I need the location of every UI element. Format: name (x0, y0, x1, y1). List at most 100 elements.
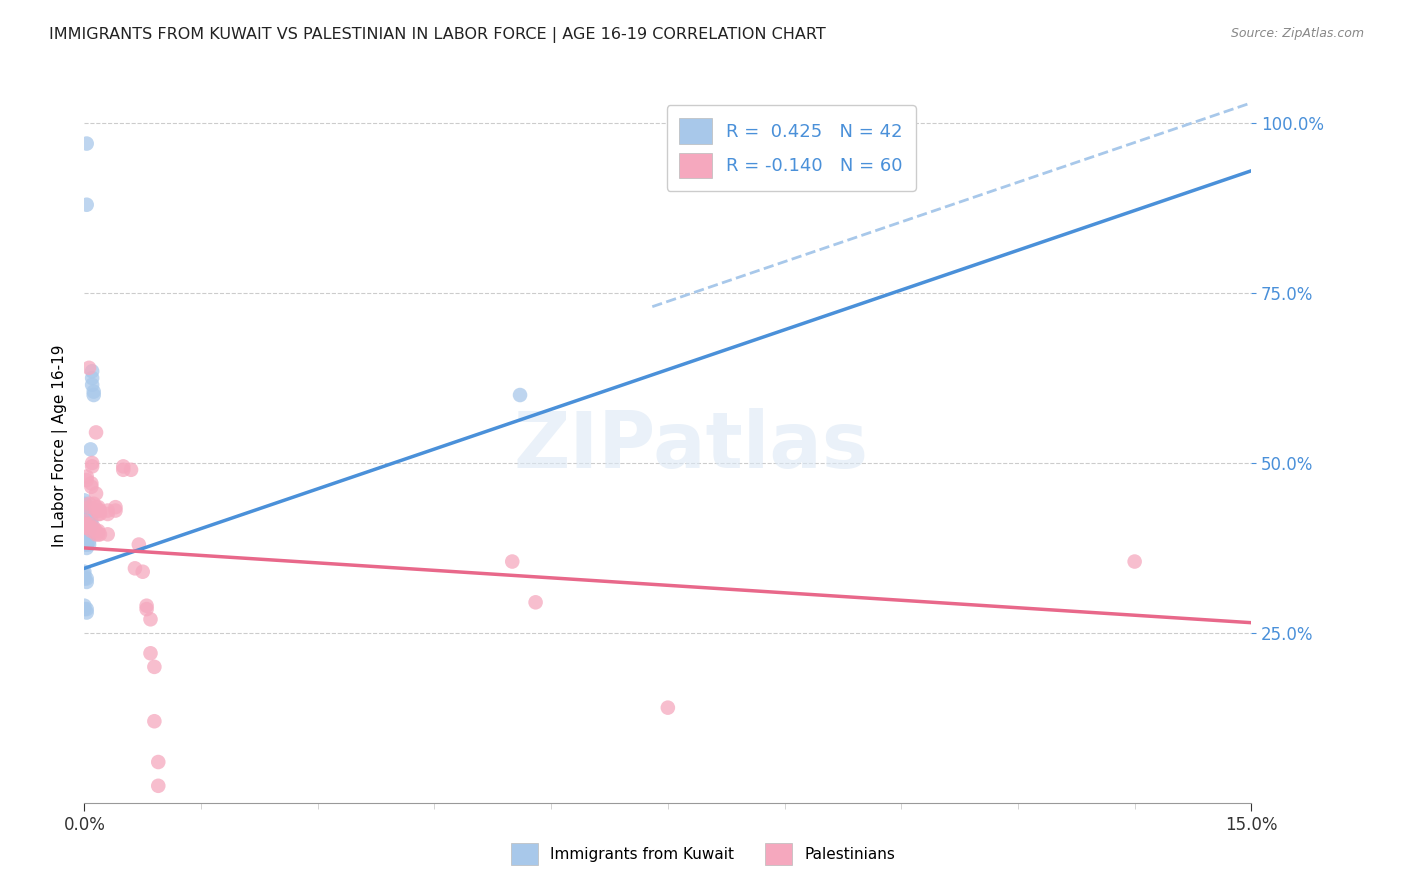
Point (143, 660, 166, 674)
Point (80, 514, 103, 528)
Point (97, 507, 120, 521)
Point (77, 360, 100, 375)
Point (77, 537, 100, 551)
Point (135, 602, 157, 616)
Point (657, 700, 679, 714)
Point (73, 602, 96, 616)
Legend: Immigrants from Kuwait, Palestinians: Immigrants from Kuwait, Palestinians (505, 837, 901, 871)
Point (73, 565, 96, 579)
Point (77, 517, 100, 532)
Point (73, 537, 96, 551)
Point (135, 599, 157, 613)
Point (73, 531, 96, 545)
Point (82, 459, 104, 474)
Point (83, 520, 105, 534)
Point (84, 500, 107, 515)
Point (76, 469, 98, 483)
Point (76, 572, 98, 586)
Point (76, 473, 98, 487)
Point (84, 503, 107, 517)
Point (84, 425, 107, 440)
Point (112, 459, 135, 474)
Point (76, 514, 98, 528)
Point (83, 384, 105, 399)
Point (73, 568, 96, 582)
Legend: R =  0.425   N = 42, R = -0.140   N = 60: R = 0.425 N = 42, R = -0.140 N = 60 (666, 105, 915, 191)
Point (82, 377, 104, 392)
Point (73, 514, 96, 528)
Point (73, 599, 96, 613)
Point (87, 503, 110, 517)
Point (87, 527, 110, 541)
Point (80, 476, 103, 491)
Point (73, 520, 96, 534)
Point (97, 503, 120, 517)
Point (80, 517, 103, 532)
Point (84, 486, 107, 500)
Point (77, 534, 100, 549)
Point (87, 500, 110, 515)
Point (76, 541, 98, 555)
Point (501, 555, 523, 569)
Point (77, 517, 100, 532)
Point (89, 503, 111, 517)
Point (73, 507, 96, 521)
Point (1123, 555, 1146, 569)
Point (76, 517, 98, 532)
Point (83, 388, 105, 402)
Point (80, 480, 103, 494)
Point (128, 537, 150, 551)
Point (139, 612, 162, 626)
Point (73, 503, 96, 517)
Point (73, 572, 96, 586)
Point (83, 497, 105, 511)
Point (89, 507, 111, 521)
Point (77, 524, 100, 538)
Point (76, 198, 98, 212)
Point (76, 574, 98, 589)
Point (79, 442, 101, 457)
Point (76, 537, 98, 551)
Point (73, 497, 96, 511)
Text: Source: ZipAtlas.com: Source: ZipAtlas.com (1230, 27, 1364, 40)
Point (73, 517, 96, 532)
Point (104, 500, 127, 515)
Point (139, 646, 162, 660)
Point (82, 364, 104, 378)
Point (77, 520, 100, 534)
Point (76, 602, 98, 616)
Point (132, 565, 155, 579)
Y-axis label: In Labor Force | Age 16-19: In Labor Force | Age 16-19 (52, 344, 67, 548)
Point (148, 779, 170, 793)
Point (73, 534, 96, 549)
Point (80, 520, 103, 534)
Point (76, 606, 98, 620)
Point (76, 520, 98, 534)
Point (73, 493, 96, 508)
Point (87, 524, 110, 538)
Point (76, 534, 98, 549)
Point (73, 517, 96, 532)
Point (77, 497, 100, 511)
Point (89, 527, 111, 541)
Point (80, 524, 103, 538)
Point (77, 514, 100, 528)
Point (82, 371, 104, 385)
Point (148, 755, 170, 769)
Point (524, 595, 547, 609)
Point (84, 524, 107, 538)
Point (143, 714, 166, 729)
Point (124, 561, 146, 575)
Point (76, 136, 98, 151)
Point (84, 527, 107, 541)
Point (77, 520, 100, 534)
Point (76, 520, 98, 534)
Point (76, 517, 98, 532)
Text: IMMIGRANTS FROM KUWAIT VS PALESTINIAN IN LABOR FORCE | AGE 16-19 CORRELATION CHA: IMMIGRANTS FROM KUWAIT VS PALESTINIAN IN… (49, 27, 825, 43)
Point (87, 507, 110, 521)
Point (73, 514, 96, 528)
Point (112, 463, 135, 477)
Point (104, 503, 127, 517)
Point (73, 510, 96, 524)
Point (82, 456, 104, 470)
